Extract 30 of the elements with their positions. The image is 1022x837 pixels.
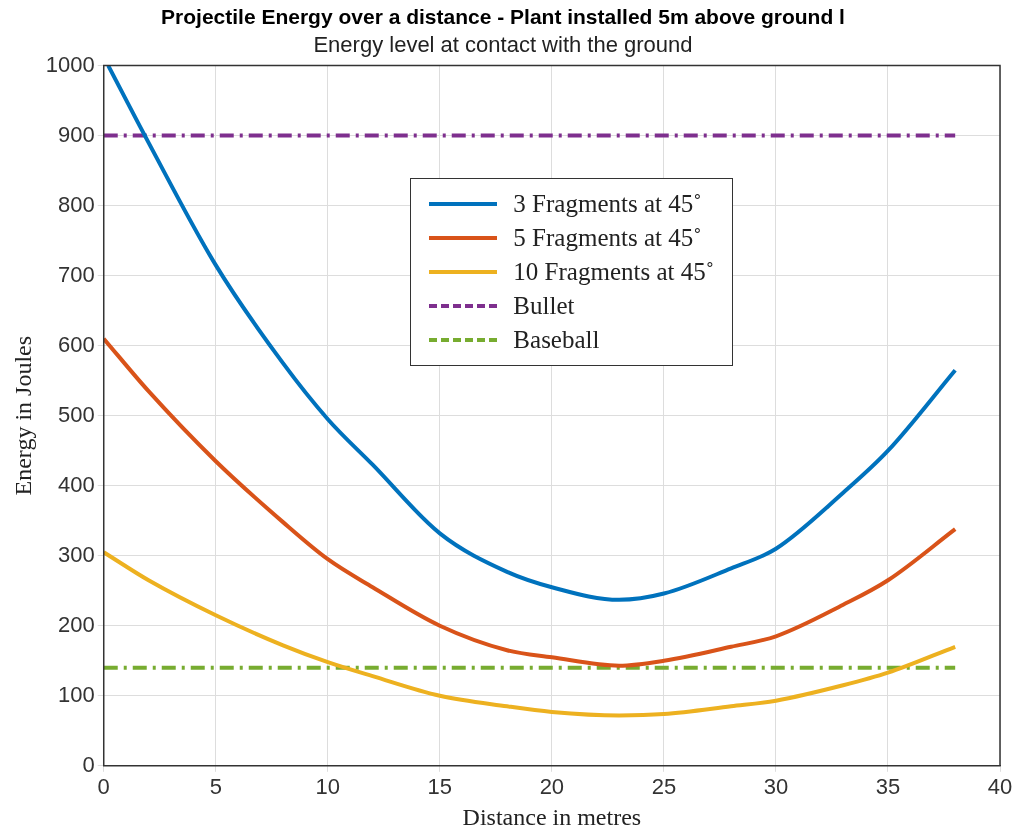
y-tick-label: 600 [58,331,95,357]
x-tick-label: 25 [651,774,677,800]
y-tick-label: 200 [58,611,95,637]
x-tick-label: 30 [763,774,789,800]
x-tick-label: 5 [209,774,222,800]
legend-label: Bullet [512,290,576,321]
y-tick-label: 0 [82,751,95,777]
y-tick-label: 500 [58,401,95,427]
legend-label: 10 Fragments at 45˚ [512,256,715,287]
chart-subtitle: Energy level at contact with the ground [313,32,693,58]
y-tick-label: 700 [58,261,95,287]
x-tick-label: 10 [315,774,341,800]
x-tick-label: 40 [987,774,1013,800]
x-tick-label: 35 [875,774,901,800]
y-tick-label: 400 [58,471,95,497]
x-tick-label: 20 [539,774,565,800]
y-tick-label: 300 [58,541,95,567]
legend-label: 3 Fragments at 45˚ [512,188,703,219]
x-axis-title: Distance in metres [462,803,642,830]
y-axis-title: Energy in Joules [9,335,36,496]
chart-title: Projectile Energy over a distance - Plant installed 5m above ground l [161,5,845,29]
line-series [103,550,958,718]
legend-label: 5 Fragments at 45˚ [512,222,703,253]
line-series [106,65,958,602]
y-tick-label: 100 [58,681,95,707]
x-tick-label: 15 [427,774,453,800]
y-tick-label: 1000 [45,51,95,77]
y-tick-label: 800 [58,191,95,217]
legend-label: Baseball [512,324,601,355]
y-tick-label: 900 [58,121,95,147]
